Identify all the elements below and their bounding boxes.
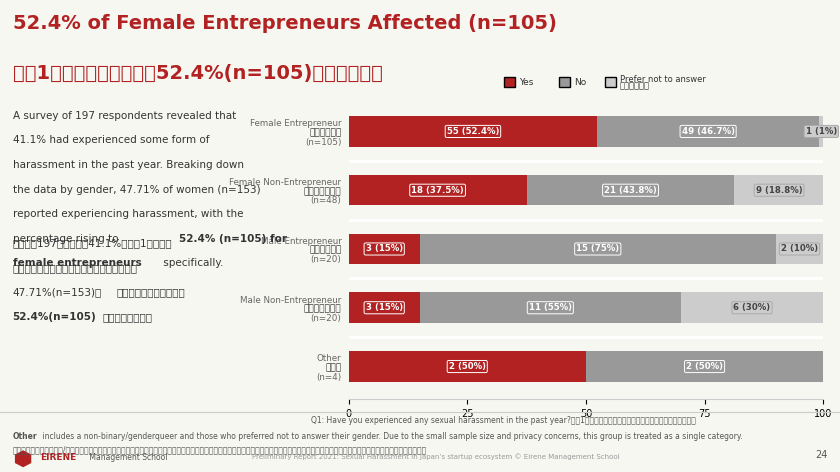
- Text: 41.1% had experienced some form of: 41.1% had experienced some form of: [13, 135, 209, 145]
- Text: 2 (50%): 2 (50%): [449, 362, 486, 371]
- Text: 1 (1%): 1 (1%): [806, 127, 837, 136]
- Text: 49 (46.7%): 49 (46.7%): [681, 127, 735, 136]
- Text: 47.71%(n=153)、: 47.71%(n=153)、: [13, 287, 102, 297]
- Text: 過去1年間で女性起業家の52.4%(n=105)が被害にあう: 過去1年間で女性起業家の52.4%(n=105)が被害にあう: [13, 64, 382, 83]
- Text: 18 (37.5%): 18 (37.5%): [412, 185, 464, 195]
- Text: 女性起業家に限定すると: 女性起業家に限定すると: [117, 287, 186, 297]
- Text: 女性：起業家: 女性：起業家: [309, 128, 342, 137]
- Bar: [349, 175, 527, 205]
- Text: 21 (43.8%): 21 (43.8%): [604, 185, 657, 195]
- Text: 9 (18.8%): 9 (18.8%): [756, 185, 802, 195]
- Text: (n=105): (n=105): [305, 137, 342, 146]
- Bar: [420, 293, 680, 323]
- Text: the data by gender, 47.71% of women (n=153): the data by gender, 47.71% of women (n=1…: [13, 185, 260, 194]
- Text: Prefer not to answer: Prefer not to answer: [620, 75, 706, 84]
- Text: 全回答者197名のうち、41.1%が過去1年間に何: 全回答者197名のうち、41.1%が過去1年間に何: [13, 238, 172, 248]
- Text: その他はノンバイナリー/ジェンダークィアおよび性別回答をスキップした人々を含む。サンプルサイズが小さいためプライバシー配慮の観点からこのグループは単一のカテゴリ: その他はノンバイナリー/ジェンダークィアおよび性別回答をスキップした人々を含む。…: [13, 445, 427, 454]
- Bar: [349, 351, 586, 382]
- Bar: [349, 293, 420, 323]
- Text: 24: 24: [815, 450, 827, 460]
- Bar: [819, 116, 824, 147]
- Text: (n=48): (n=48): [311, 196, 342, 205]
- Text: 52.4% (n=105) for: 52.4% (n=105) for: [179, 234, 287, 244]
- Text: となっています。: となっています。: [102, 312, 153, 322]
- Text: (n=20): (n=20): [311, 255, 342, 264]
- Text: percentage rising to: percentage rising to: [13, 234, 121, 244]
- Text: (n=4): (n=4): [316, 372, 342, 381]
- Text: harassment in the past year. Breaking down: harassment in the past year. Breaking do…: [13, 160, 244, 170]
- Text: reported experiencing harassment, with the: reported experiencing harassment, with t…: [13, 209, 243, 219]
- Text: 男性：起業家: 男性：起業家: [309, 245, 342, 255]
- Text: 2 (10%): 2 (10%): [781, 244, 818, 253]
- Text: らかの被害を経験。また女性全体での割合は: らかの被害を経験。また女性全体での割合は: [13, 263, 138, 273]
- Text: EIRENE: EIRENE: [40, 453, 76, 462]
- Text: Other: Other: [317, 354, 342, 363]
- Text: 3 (15%): 3 (15%): [365, 244, 402, 253]
- Text: 回答スキップ: 回答スキップ: [620, 81, 650, 91]
- Text: 55 (52.4%): 55 (52.4%): [447, 127, 499, 136]
- Text: 男性：非起業家: 男性：非起業家: [304, 304, 342, 313]
- Text: Other: Other: [13, 432, 37, 441]
- Text: includes a non-binary/genderqueer and those who preferred not to answer their ge: includes a non-binary/genderqueer and th…: [40, 432, 743, 441]
- Text: Female Non-Entrepreneur: Female Non-Entrepreneur: [229, 178, 342, 187]
- Text: 3 (15%): 3 (15%): [365, 303, 402, 312]
- Text: 女性：非起業家: 女性：非起業家: [304, 187, 342, 196]
- Text: Preliminary Report 2021: Sexual Harassment in Japan’s startup ecosystem © Eirene: Preliminary Report 2021: Sexual Harassme…: [252, 454, 620, 460]
- Text: その他: その他: [325, 363, 342, 372]
- Text: Management School: Management School: [87, 453, 167, 462]
- Bar: [527, 175, 734, 205]
- Text: 2 (50%): 2 (50%): [686, 362, 723, 371]
- Text: 52.4%(n=105): 52.4%(n=105): [13, 312, 97, 322]
- Text: Male Non-Entrepreneur: Male Non-Entrepreneur: [240, 295, 342, 304]
- Text: A survey of 197 respondents revealed that: A survey of 197 respondents revealed tha…: [13, 111, 236, 121]
- Bar: [734, 175, 824, 205]
- Text: female entrepreneurs: female entrepreneurs: [13, 258, 141, 268]
- Text: Female Entrepreneur: Female Entrepreneur: [249, 119, 342, 128]
- Text: (n=20): (n=20): [311, 314, 342, 323]
- Bar: [597, 116, 819, 147]
- Text: No: No: [574, 77, 586, 87]
- Text: Male Entrepreneur: Male Entrepreneur: [260, 237, 342, 246]
- Text: Q1: Have you experienced any sexual harassment in the past year?過去1年間にセクシュアル・ハラス: Q1: Have you experienced any sexual hara…: [311, 416, 696, 425]
- Bar: [420, 234, 776, 264]
- Bar: [349, 116, 597, 147]
- Bar: [776, 234, 823, 264]
- Text: 11 (55%): 11 (55%): [529, 303, 572, 312]
- Text: 15 (75%): 15 (75%): [576, 244, 619, 253]
- Text: 6 (30%): 6 (30%): [733, 303, 770, 312]
- Bar: [586, 351, 823, 382]
- Text: specifically.: specifically.: [160, 258, 223, 268]
- Bar: [680, 293, 823, 323]
- Text: Yes: Yes: [519, 77, 533, 87]
- Text: 52.4% of Female Entrepreneurs Affected (n=105): 52.4% of Female Entrepreneurs Affected (…: [13, 14, 556, 33]
- Bar: [349, 234, 420, 264]
